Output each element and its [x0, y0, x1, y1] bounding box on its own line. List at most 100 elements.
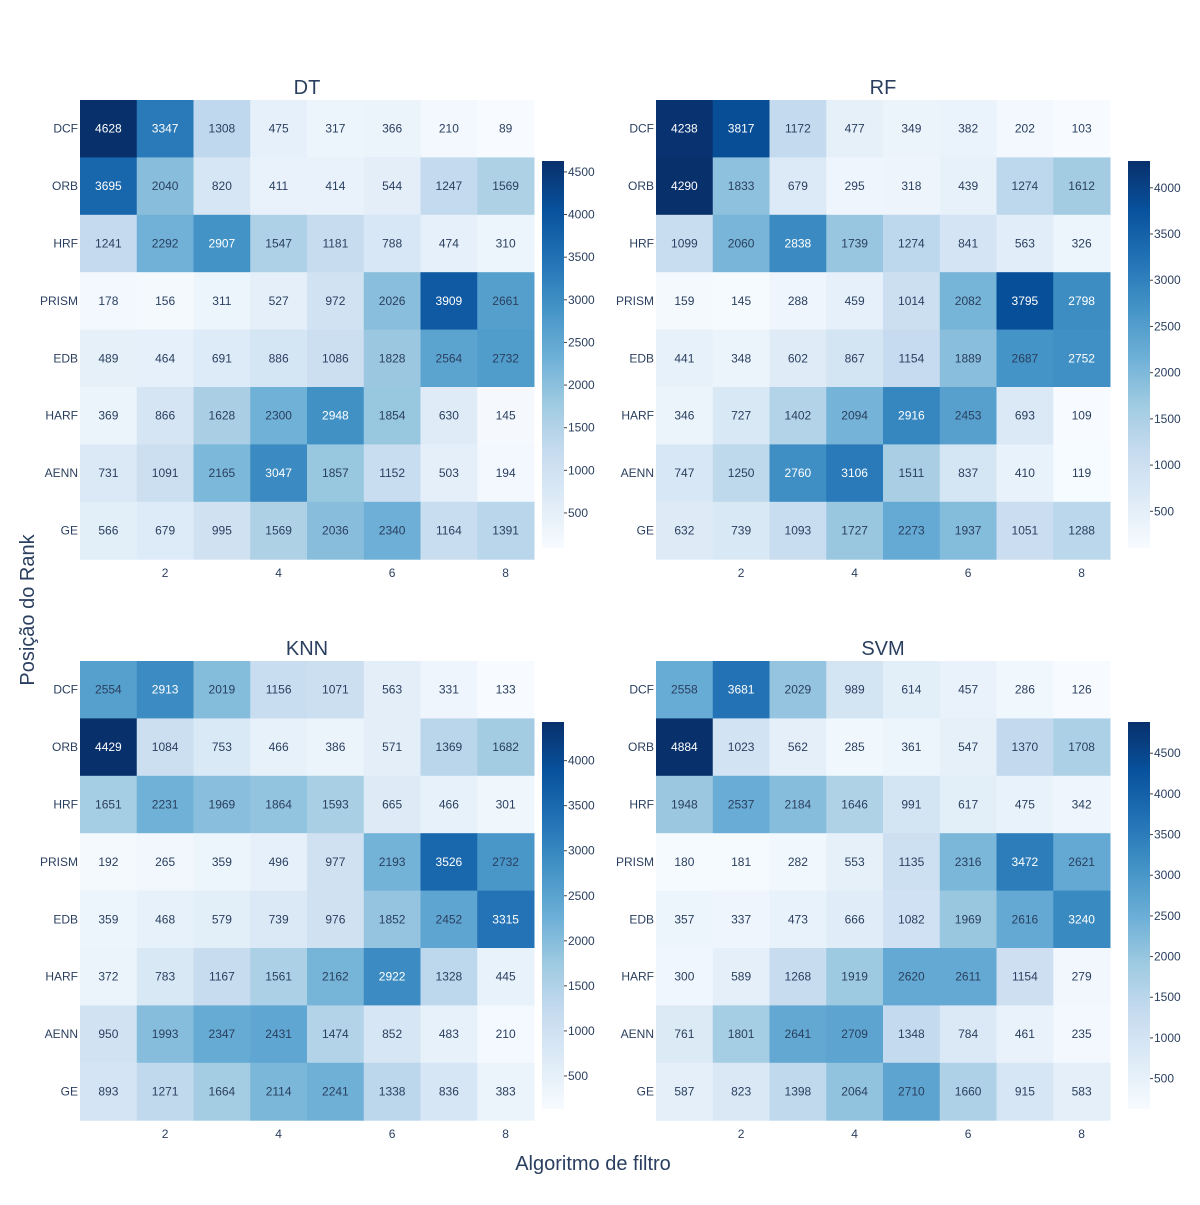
- heatmap-cell: [80, 1062, 138, 1121]
- heatmap-cell: [420, 1005, 478, 1064]
- cell-value-label: 617: [958, 798, 978, 812]
- cell-value-label: 753: [212, 740, 232, 754]
- heatmap-cell: [250, 100, 308, 158]
- heatmap-cell: [80, 833, 138, 892]
- cell-value-label: 279: [1072, 970, 1092, 984]
- heatmap-cell: [769, 157, 827, 216]
- heatmap-cell: [769, 890, 827, 949]
- cell-value-label: 1181: [322, 237, 348, 251]
- cell-value-label: 473: [788, 912, 808, 926]
- cell-value-label: 359: [98, 912, 118, 926]
- heatmap-cell: [996, 272, 1054, 331]
- cell-value-label: 2431: [265, 1027, 292, 1041]
- panel-title: SVM: [861, 638, 904, 660]
- cell-value-label: 2231: [152, 798, 179, 812]
- cell-value-label: 1082: [898, 912, 925, 926]
- heatmap-cell: [477, 214, 535, 273]
- cell-value-label: 2094: [841, 409, 868, 423]
- cell-value-label: 1569: [492, 179, 519, 193]
- cell-value-label: 2060: [728, 237, 755, 251]
- colorbar-tick-label: 4000: [1154, 787, 1181, 801]
- cell-value-label: 583: [1072, 1085, 1092, 1099]
- cell-value-label: 1071: [322, 683, 349, 697]
- cell-value-label: 562: [788, 740, 808, 754]
- heatmap-cell: [883, 501, 941, 560]
- heatmap-cell: [996, 157, 1054, 216]
- colorbar-tick-label: 1000: [1154, 458, 1181, 472]
- row-label: AENN: [45, 466, 78, 480]
- cell-value-label: 2710: [898, 1085, 925, 1099]
- row-label: HRF: [629, 237, 654, 251]
- colorbar-tick-label: 500: [1154, 1072, 1174, 1086]
- cell-value-label: 1164: [436, 524, 462, 538]
- heatmap-cell: [1053, 775, 1111, 834]
- cell-value-label: 3347: [152, 122, 179, 136]
- cell-value-label: 1402: [785, 409, 812, 423]
- heatmap-cell: [656, 329, 714, 388]
- heatmap-cell: [420, 214, 478, 273]
- heatmap-cell: [477, 948, 535, 1006]
- cell-value-label: 3472: [1012, 855, 1039, 869]
- heatmap-cell: [883, 775, 941, 834]
- colorbar-tick-label: 1500: [568, 979, 595, 993]
- cell-value-label: 2292: [152, 237, 179, 251]
- heatmap-cell: [939, 833, 997, 892]
- panel-title: RF: [870, 77, 897, 99]
- x-tick-label: 6: [389, 566, 396, 580]
- cell-value-label: 2082: [955, 294, 982, 308]
- heatmap-cell: [939, 1005, 997, 1064]
- heatmap-cell: [656, 214, 714, 273]
- heatmap-cell: [250, 890, 308, 949]
- cell-value-label: 3681: [728, 683, 755, 697]
- heatmap-cell: [656, 272, 714, 331]
- cell-value-label: 3695: [95, 179, 122, 193]
- cell-value-label: 326: [1072, 237, 1092, 251]
- heatmap-cell: [883, 272, 941, 331]
- x-tick-label: 4: [851, 566, 858, 580]
- heatmap-cell: [307, 444, 365, 503]
- cell-value-label: 1156: [266, 683, 292, 697]
- cell-value-label: 311: [212, 294, 231, 308]
- heatmap-cell: [193, 890, 251, 949]
- colorbar-tick-label: 2500: [568, 335, 595, 349]
- cell-value-label: 841: [958, 237, 978, 251]
- cell-value-label: 3795: [1012, 294, 1039, 308]
- cell-value-label: 1937: [955, 524, 982, 538]
- heatmap-cell: [363, 1005, 421, 1064]
- heatmap-cell: [307, 833, 365, 892]
- cell-value-label: 1739: [841, 237, 868, 251]
- heatmap-cell: [1053, 661, 1111, 719]
- colorbar-tick-label: 3000: [1154, 868, 1181, 882]
- heatmap-cell: [363, 100, 421, 158]
- cell-value-label: 1328: [436, 970, 463, 984]
- x-tick-label: 4: [851, 1127, 858, 1141]
- colorbar-tick-label: 3500: [1154, 828, 1181, 842]
- heatmap-cell: [826, 890, 884, 949]
- cell-value-label: 301: [496, 798, 516, 812]
- cell-value-label: 739: [731, 524, 751, 538]
- cell-value-label: 1569: [265, 524, 292, 538]
- heatmap-cell: [307, 214, 365, 273]
- heatmap-cell: [826, 329, 884, 388]
- cell-value-label: 665: [382, 798, 402, 812]
- cell-value-label: 1084: [152, 740, 179, 754]
- cell-value-label: 475: [1015, 798, 1035, 812]
- cell-value-label: 1993: [152, 1027, 179, 1041]
- heatmap-cell: [420, 444, 478, 503]
- cell-value-label: 747: [674, 466, 694, 480]
- cell-value-label: 2641: [785, 1027, 812, 1041]
- heatmap-cell: [826, 387, 884, 445]
- heatmap-cell: [477, 444, 535, 503]
- cell-value-label: 3106: [841, 466, 868, 480]
- cell-value-label: 202: [1015, 122, 1035, 136]
- cell-value-label: 1091: [152, 466, 179, 480]
- cell-value-label: 2948: [322, 409, 349, 423]
- heatmap-cell: [477, 775, 535, 834]
- cell-value-label: 359: [212, 855, 232, 869]
- heatmap-cell: [1053, 157, 1111, 216]
- heatmap-cell: [883, 1062, 941, 1121]
- heatmap-cell: [193, 775, 251, 834]
- cell-value-label: 2687: [1012, 351, 1039, 365]
- x-tick-label: 8: [1078, 1127, 1085, 1141]
